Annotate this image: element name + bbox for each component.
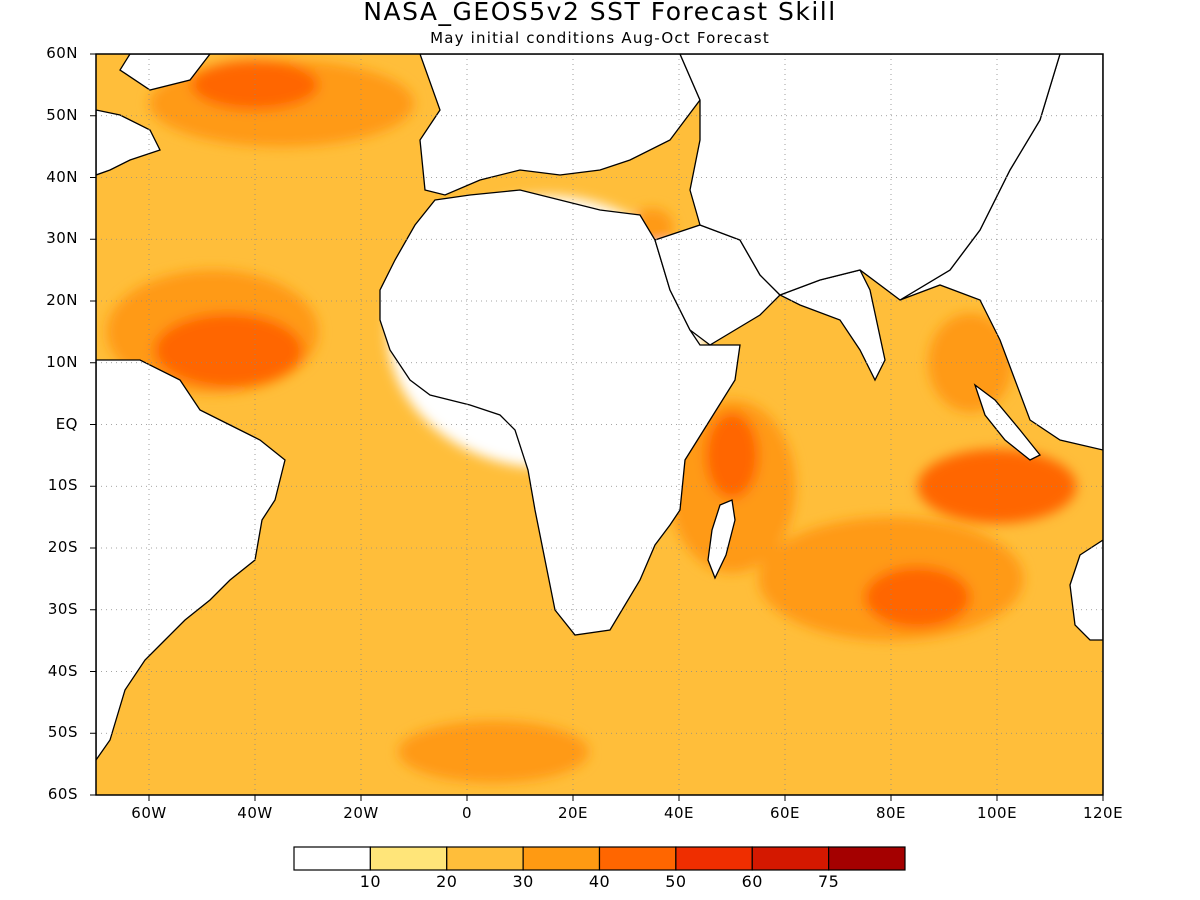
colorbar-swatch [293,846,371,871]
colorbar-swatch [598,846,677,871]
colorbar-swatch [369,846,448,871]
colorbar-label: 30 [512,872,534,891]
skill-region-11 [398,720,589,783]
colorbar [293,846,906,871]
colorbar-label: 20 [436,872,458,891]
latitude-label: 10S [47,476,78,495]
latitude-label: 60S [47,785,78,803]
europe-outline [419,54,701,196]
colorbar-swatch [446,846,524,871]
map-title: NASA_GEOS5v2 SST Forecast Skill [363,0,837,26]
colorbar-label: 60 [741,872,763,891]
north-america-outline [96,109,161,176]
longitude-label: 40E [663,804,695,822]
latitude-label: 20S [47,538,78,556]
latitude-label: 50S [47,723,78,742]
latitude-label: EQ [55,414,78,433]
latitude-label: 50N [46,105,78,124]
madagascar-outline [707,499,736,580]
longitude-label: 20W [343,804,379,822]
map-frame [95,53,1104,796]
colorbar-swatch [751,846,830,871]
skill-region-6 [705,412,759,499]
colorbar-label: 10 [359,872,382,891]
skill-region-2 [154,313,303,388]
latitude-label: 30N [46,229,78,248]
latitude-label: 60N [46,44,78,62]
longitude-label: 60W [131,804,167,822]
colorbar-swatch [522,846,601,871]
colorbar-label: 40 [588,872,611,891]
longitude-label: 60E [769,804,801,822]
latitude-label: 10N [46,352,78,371]
latitude-label: 20N [46,291,78,309]
map-subtitle: May initial conditions Aug-Oct Forecast [430,29,770,47]
landmasses [96,54,1103,762]
longitude-label: 20E [557,804,589,822]
africa-outline [379,189,741,636]
colorbar-label: 75 [817,872,840,891]
skill-region-10 [928,313,1013,413]
longitude-label: 80E [875,804,907,822]
colorbar-swatch [675,846,753,871]
latitude-label: 30S [47,599,78,618]
skill-region-8 [864,566,971,629]
asia-north-outline [679,54,1061,301]
lat-lon-grid [90,53,1104,801]
latitude-label: 40N [46,167,78,186]
longitude-label: 120E [1082,804,1124,822]
colorbar-swatch [828,846,906,871]
colorbar-label: 50 [665,872,687,891]
longitude-label: 100E [976,804,1018,822]
longitude-label: 0 [461,804,473,822]
longitude-label: 40W [237,804,273,822]
sumatra-outline [973,383,1042,461]
greenland-outline [119,54,211,91]
australia-outline [1069,539,1103,641]
latitude-label: 40S [47,661,78,680]
